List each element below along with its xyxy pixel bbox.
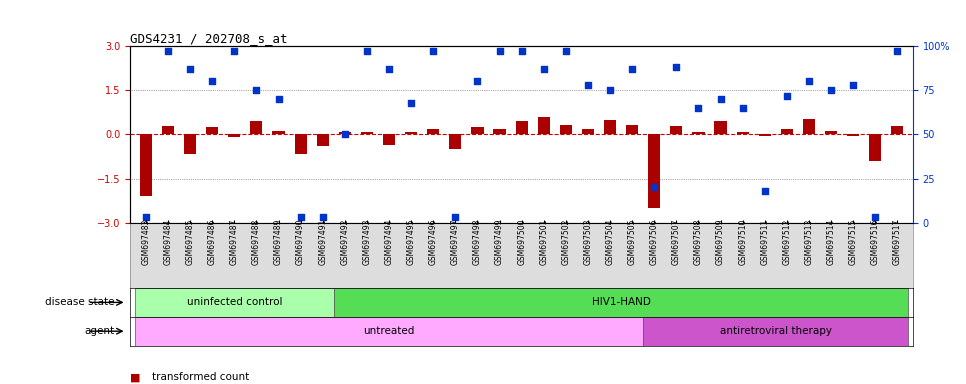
Bar [643,317,908,346]
Point [293,214,308,220]
Bar [228,134,241,137]
Point [359,48,375,55]
Point [691,105,706,111]
Text: ■: ■ [130,372,141,382]
Point [382,66,397,72]
Bar [737,132,749,134]
Text: untreated: untreated [363,326,414,336]
Point [713,96,728,102]
Bar [427,129,440,134]
Text: disease state: disease state [45,297,115,308]
Bar [559,125,572,134]
Bar [295,134,306,154]
Bar [339,132,351,134]
Text: agent: agent [85,326,115,336]
Point [536,66,552,72]
Point [315,214,330,220]
Point [492,48,507,55]
Bar [892,126,903,134]
Point [183,66,198,72]
Bar [604,120,616,134]
Bar [449,134,462,149]
Bar [582,129,594,134]
Text: GDS4231 / 202708_s_at: GDS4231 / 202708_s_at [130,32,288,45]
Bar [825,131,838,134]
Bar [847,134,860,136]
Bar [758,134,771,136]
Point [823,87,838,93]
Bar [184,134,196,154]
Point [337,131,353,137]
Point [780,93,795,99]
Text: HIV1-HAND: HIV1-HAND [591,297,650,308]
Point [447,214,463,220]
Point [646,184,662,190]
Point [845,82,861,88]
Bar [781,129,793,134]
Point [558,48,574,55]
Point [757,188,773,194]
Bar [334,288,908,317]
Bar [715,121,726,134]
Bar [361,132,373,134]
Bar [135,317,643,346]
Point [404,99,419,106]
Point [668,64,684,70]
Point [603,87,618,93]
Point [514,48,529,55]
Text: transformed count: transformed count [152,372,249,382]
Bar [272,131,285,134]
Bar [317,134,328,146]
Text: uninfected control: uninfected control [186,297,282,308]
Point [469,78,485,84]
Point [425,48,440,55]
Bar [869,134,881,161]
Point [205,78,220,84]
Point [227,48,242,55]
Bar [670,126,682,134]
Bar [516,121,527,134]
Point [270,96,286,102]
Bar [494,129,505,134]
Bar [626,125,639,134]
Bar [471,127,484,134]
Bar [140,134,152,196]
Text: antiretroviral therapy: antiretroviral therapy [720,326,832,336]
Bar [135,288,334,317]
Bar [693,132,704,134]
Point [581,82,596,88]
Bar [405,132,417,134]
Point [867,214,883,220]
Point [248,87,264,93]
Point [138,214,154,220]
Bar [538,117,550,134]
Point [890,48,905,55]
Bar [206,127,218,134]
Bar [648,134,661,208]
Bar [250,121,263,134]
Point [624,66,639,72]
Bar [162,126,174,134]
Point [160,48,176,55]
Bar [803,119,815,134]
Point [801,78,816,84]
Bar [383,134,395,145]
Point [735,105,751,111]
